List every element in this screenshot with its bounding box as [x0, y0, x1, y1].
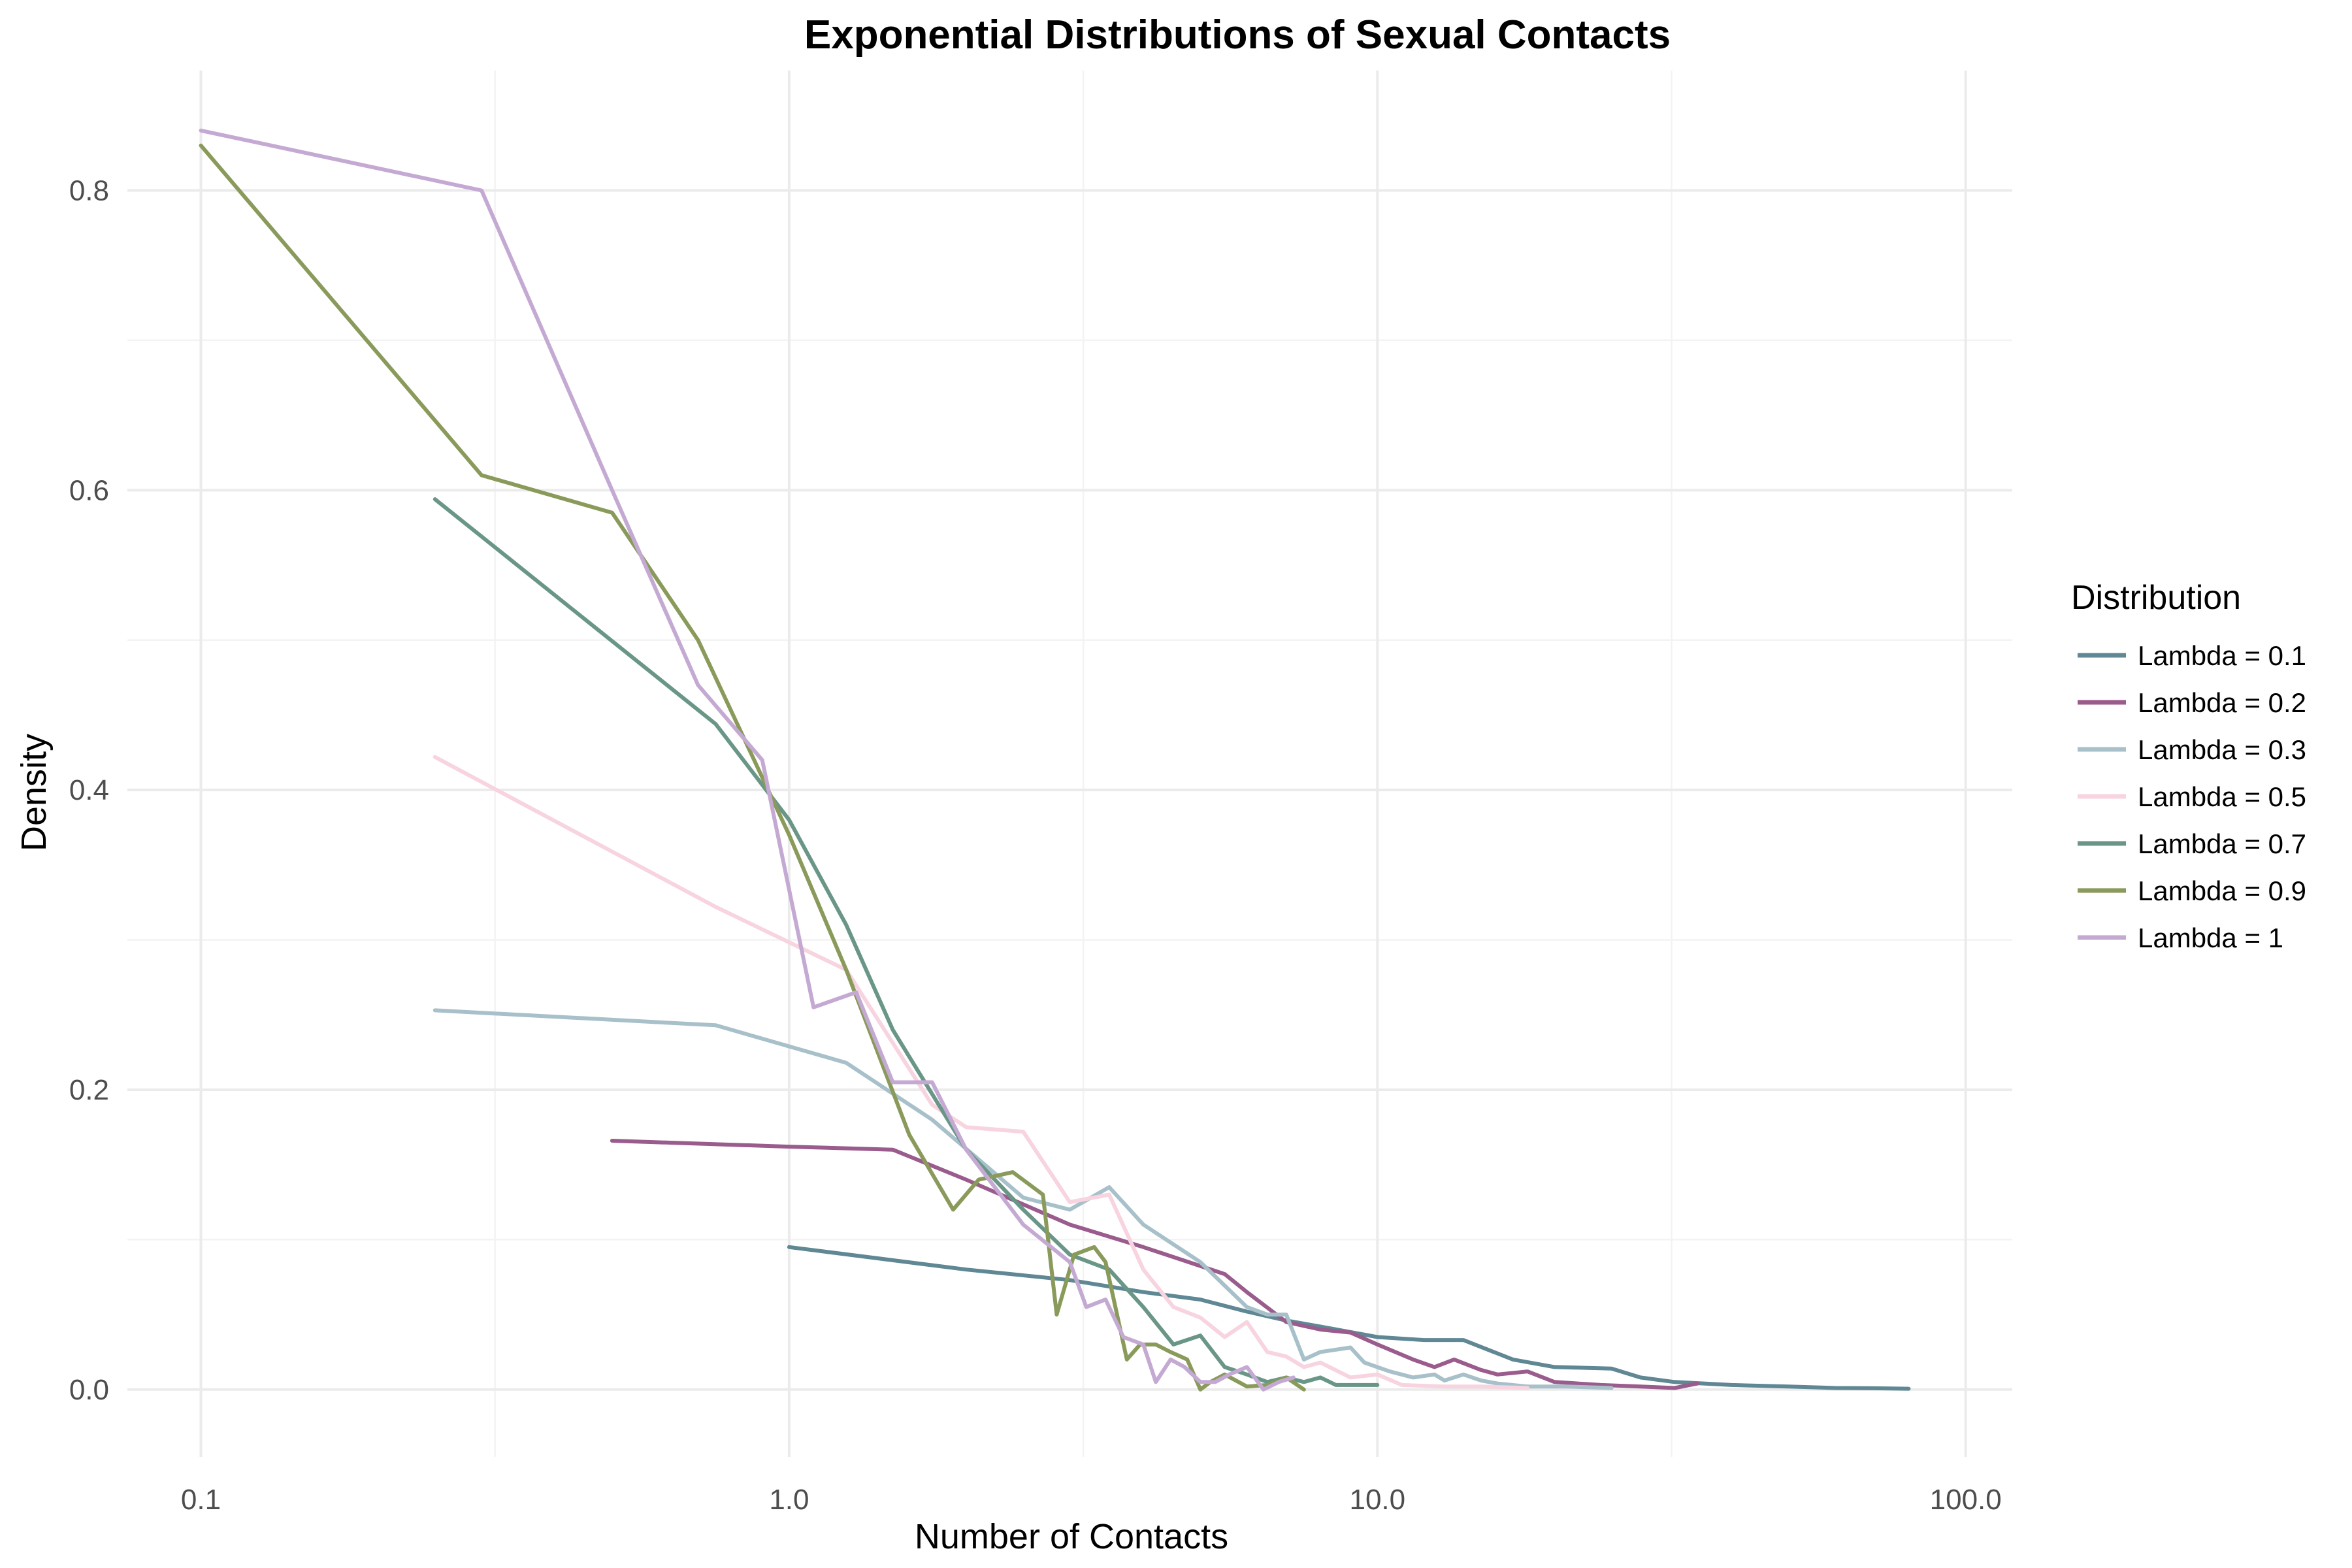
- grid: [127, 71, 2012, 1457]
- x-tick-label: 100.0: [1930, 1484, 2002, 1516]
- y-tick-label: 0.2: [69, 1074, 109, 1106]
- y-tick-labels: 0.0 0.2 0.4 0.6 0.8: [69, 175, 109, 1406]
- y-tick-label: 0.4: [69, 774, 109, 806]
- legend-items: Lambda = 0.1 Lambda = 0.2 Lambda = 0.3 Lamb…: [2078, 640, 2306, 953]
- legend-label-2: Lambda = 0.3: [2138, 734, 2306, 765]
- series-line-2: [433, 1008, 1614, 1390]
- y-tick-label: 0.0: [69, 1374, 109, 1406]
- legend-label-1: Lambda = 0.2: [2138, 687, 2306, 718]
- legend-label-4: Lambda = 0.7: [2138, 828, 2306, 859]
- y-axis-title: Density: [14, 734, 54, 851]
- x-tick-labels: 0.1 1.0 10.0 100.0: [181, 1484, 2002, 1516]
- series-line-4: [433, 497, 1380, 1387]
- x-tick-label: 0.1: [181, 1484, 221, 1516]
- legend-title: Distribution: [2071, 579, 2241, 617]
- series-line-3: [433, 755, 1530, 1390]
- x-axis-title: Number of Contacts: [915, 1517, 1228, 1556]
- series-lines: [199, 128, 1911, 1392]
- chart-title: Exponential Distributions of Sexual Cont…: [804, 12, 1671, 57]
- series-line-6: [199, 128, 1296, 1392]
- y-tick-label: 0.8: [69, 175, 109, 207]
- y-tick-label: 0.6: [69, 474, 109, 506]
- legend-label-0: Lambda = 0.1: [2138, 640, 2306, 671]
- x-tick-label: 1.0: [769, 1484, 809, 1516]
- x-tick-label: 10.0: [1349, 1484, 1405, 1516]
- legend-label-3: Lambda = 0.5: [2138, 781, 2306, 812]
- legend-label-5: Lambda = 0.9: [2138, 875, 2306, 906]
- series-line-5: [199, 143, 1306, 1392]
- series-line-1: [610, 1139, 1700, 1390]
- legend-label-6: Lambda = 1: [2138, 923, 2283, 953]
